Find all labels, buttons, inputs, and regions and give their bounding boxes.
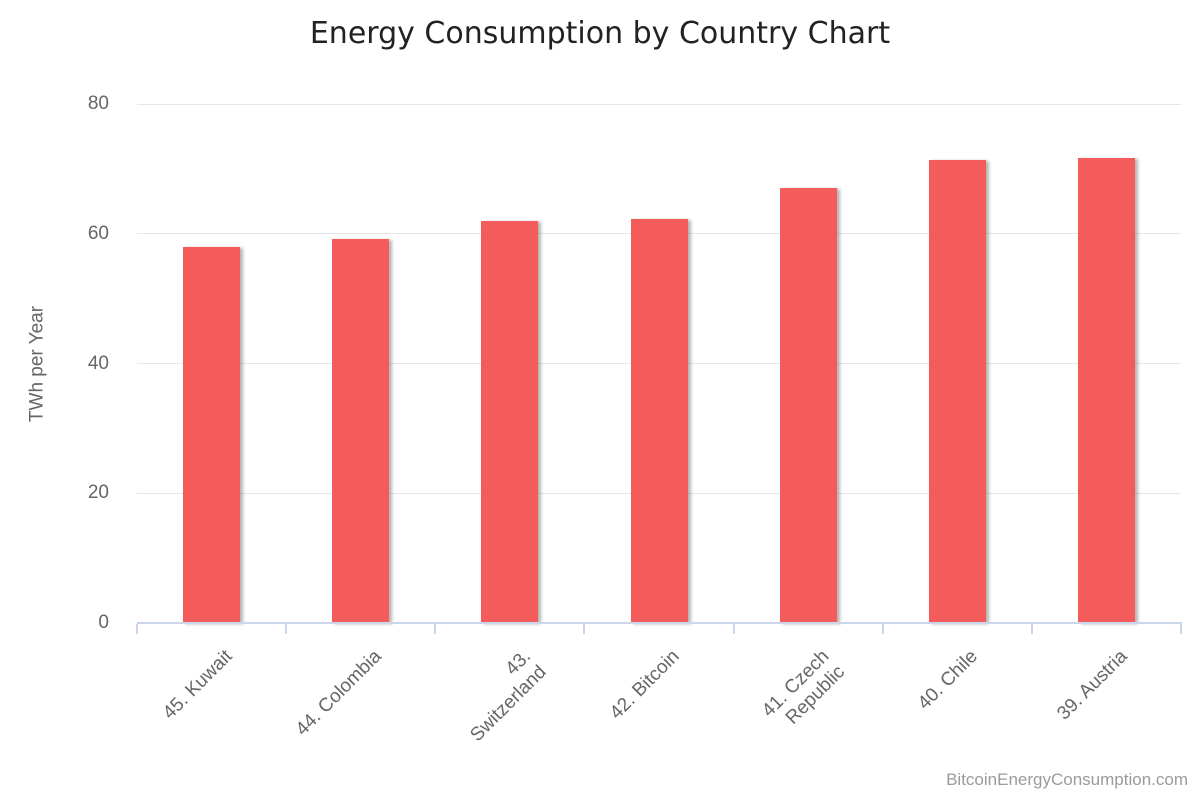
bar-40-chile[interactable] <box>928 160 986 623</box>
x-axis-tick-mark <box>136 624 138 634</box>
y-tick-label-80: 80 <box>87 93 109 114</box>
chart-credit-link[interactable]: BitcoinEnergyConsumption.com <box>946 770 1188 789</box>
x-tick-label-39-austria: 39. Austria <box>1052 646 1132 725</box>
x-axis-tick-mark <box>583 624 586 634</box>
x-tick-label-44-colombia: 44. Colombia <box>291 646 386 741</box>
x-axis-tick-mark <box>434 624 437 634</box>
x-axis-tick-mark <box>881 624 884 634</box>
y-tick-label-60: 60 <box>87 222 109 244</box>
bar-42-bitcoin[interactable] <box>630 218 688 623</box>
x-tick-label-45-kuwait: 45. Kuwait <box>158 646 237 724</box>
bar-44-colombia[interactable] <box>332 238 390 623</box>
bar-39-austria[interactable] <box>1077 157 1135 623</box>
x-axis-line <box>137 622 1182 624</box>
x-axis-tick-mark <box>285 624 288 634</box>
y-axis-title: TWh per Year <box>26 305 48 423</box>
bar-43-switzerland[interactable] <box>481 220 539 623</box>
gridline-y-80 <box>137 103 1181 105</box>
x-tick-label-42-bitcoin: 42. Bitcoin <box>606 646 684 724</box>
x-tick-label-43-switzerland: 43. Switzerland <box>465 646 551 746</box>
y-tick-label-40: 40 <box>87 352 109 374</box>
bar-45-kuwait[interactable] <box>183 247 241 623</box>
x-axis-tick-mark <box>1030 624 1033 634</box>
y-tick-label-20: 20 <box>87 482 109 504</box>
y-tick-label-0: 0 <box>98 612 109 633</box>
bar-41-czech-republic[interactable] <box>779 188 837 623</box>
plot-area <box>137 103 1181 623</box>
chart-title: Energy Consumption by Country Chart <box>309 16 891 51</box>
x-axis-tick-mark <box>732 624 735 634</box>
x-axis-tick-mark <box>1180 624 1182 634</box>
x-tick-label-41-czech-republic: 41. Czech Republic <box>757 646 849 729</box>
x-tick-label-40-chile: 40. Chile <box>914 646 983 714</box>
